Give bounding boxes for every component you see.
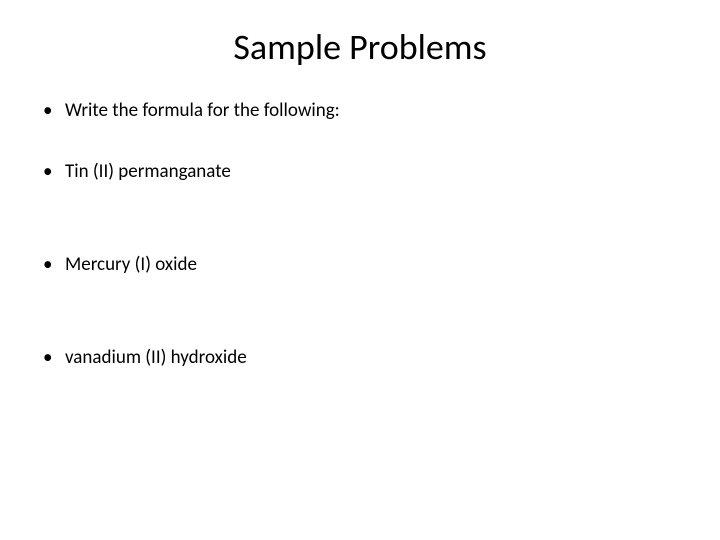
slide-container: Sample Problems Write the formula for th…: [0, 0, 720, 540]
bullet-item: Tin (II) permanganate: [40, 160, 690, 183]
slide-title: Sample Problems: [30, 25, 690, 69]
bullet-item: vanadium (II) hydroxide: [40, 346, 690, 369]
bullet-item: Write the formula for the following:: [40, 99, 690, 122]
bullet-item: Mercury (I) oxide: [40, 253, 690, 276]
bullet-list: Write the formula for the following: Tin…: [30, 99, 690, 369]
